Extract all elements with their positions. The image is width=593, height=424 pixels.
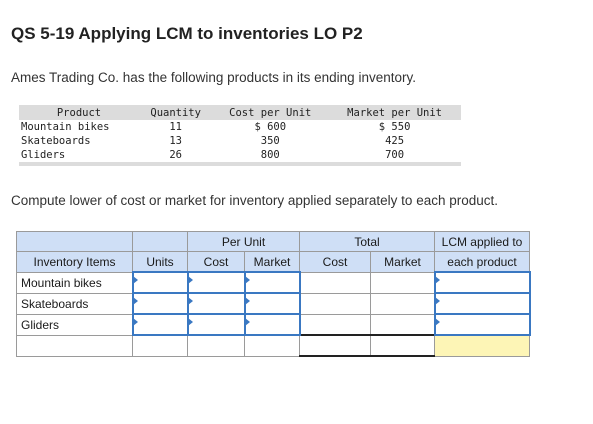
unit-market-input[interactable]	[243, 271, 301, 294]
units-input[interactable]	[131, 271, 189, 294]
lcm-input[interactable]	[433, 313, 531, 336]
item-label: Mountain bikes	[16, 271, 133, 294]
header-each-product: each product	[434, 251, 530, 273]
table-row: Skateboards	[16, 292, 531, 315]
total-cost-cell	[299, 313, 371, 336]
totals-unit-market-cell	[244, 334, 300, 357]
unit-market-input[interactable]	[243, 313, 301, 336]
product-quantity: 13	[169, 135, 182, 147]
table-row: Gliders 26 800 700	[19, 148, 461, 162]
product-cost: 350	[260, 135, 280, 147]
header-lcm-applied: LCM applied to	[434, 231, 530, 252]
header-units: Units	[132, 251, 188, 273]
product-market: 425	[385, 135, 405, 147]
table-row: Skateboards 13 350 425	[19, 134, 461, 148]
header-cost-per-unit: Cost per Unit	[212, 105, 329, 120]
total-market-cell	[370, 271, 435, 294]
intro-text: Ames Trading Co. has the following produ…	[11, 70, 416, 85]
column-header-row: Inventory Items Units Cost Market Cost M…	[16, 251, 530, 273]
product-quantity: 11	[169, 121, 182, 133]
totals-row	[16, 334, 530, 357]
total-cost-sum	[299, 334, 371, 357]
product-market: $ 550	[378, 121, 411, 133]
header-total-cost: Cost	[299, 251, 371, 273]
header-per-unit: Per Unit	[187, 231, 300, 252]
totals-units-cell	[132, 334, 188, 357]
header-quantity: Quantity	[139, 105, 213, 120]
header-blank	[132, 231, 188, 252]
unit-cost-input[interactable]	[186, 313, 246, 336]
total-cost-cell	[299, 271, 371, 294]
header-unit-market: Market	[244, 251, 300, 273]
group-header-row: Per Unit Total LCM applied to	[16, 231, 530, 252]
total-market-cell	[370, 313, 435, 336]
lcm-input[interactable]	[433, 292, 531, 315]
lcm-worksheet: Per Unit Total LCM applied to Inventory …	[16, 231, 531, 357]
total-cost-cell	[299, 292, 371, 315]
item-label: Gliders	[16, 313, 133, 336]
totals-unit-cost-cell	[187, 334, 245, 357]
units-input[interactable]	[131, 313, 189, 336]
product-quantity: 26	[169, 149, 182, 161]
table-row: Gliders	[16, 313, 531, 336]
totals-label-cell	[16, 334, 133, 357]
product-cost: $ 600	[254, 121, 287, 133]
header-product: Product	[19, 105, 139, 120]
lcm-total-sum[interactable]	[434, 334, 530, 357]
header-unit-cost: Cost	[187, 251, 245, 273]
item-label: Skateboards	[16, 292, 133, 315]
header-total-market: Market	[370, 251, 435, 273]
lcm-input[interactable]	[433, 271, 531, 294]
unit-cost-input[interactable]	[186, 271, 246, 294]
table-footer-bar	[19, 162, 461, 166]
table-row: Mountain bikes 11 $ 600 $ 550	[19, 120, 461, 134]
products-header-row: Product Quantity Cost per Unit Market pe…	[19, 105, 461, 120]
product-market: 700	[385, 149, 405, 161]
products-table: Product Quantity Cost per Unit Market pe…	[19, 105, 461, 166]
total-market-sum	[370, 334, 435, 357]
total-market-cell	[370, 292, 435, 315]
header-total: Total	[299, 231, 435, 252]
product-cost: 800	[260, 149, 280, 161]
table-row: Mountain bikes	[16, 271, 531, 294]
page-title: QS 5-19 Applying LCM to inventories LO P…	[11, 24, 363, 43]
product-name: Mountain bikes	[21, 121, 110, 133]
product-name: Skateboards	[21, 135, 91, 147]
header-inventory-items: Inventory Items	[16, 251, 133, 273]
header-market-per-unit: Market per Unit	[328, 105, 461, 120]
instruction-text: Compute lower of cost or market for inve…	[11, 193, 498, 208]
units-input[interactable]	[131, 292, 189, 315]
header-blank	[16, 231, 133, 252]
product-name: Gliders	[21, 149, 66, 161]
unit-cost-input[interactable]	[186, 292, 246, 315]
unit-market-input[interactable]	[243, 292, 301, 315]
